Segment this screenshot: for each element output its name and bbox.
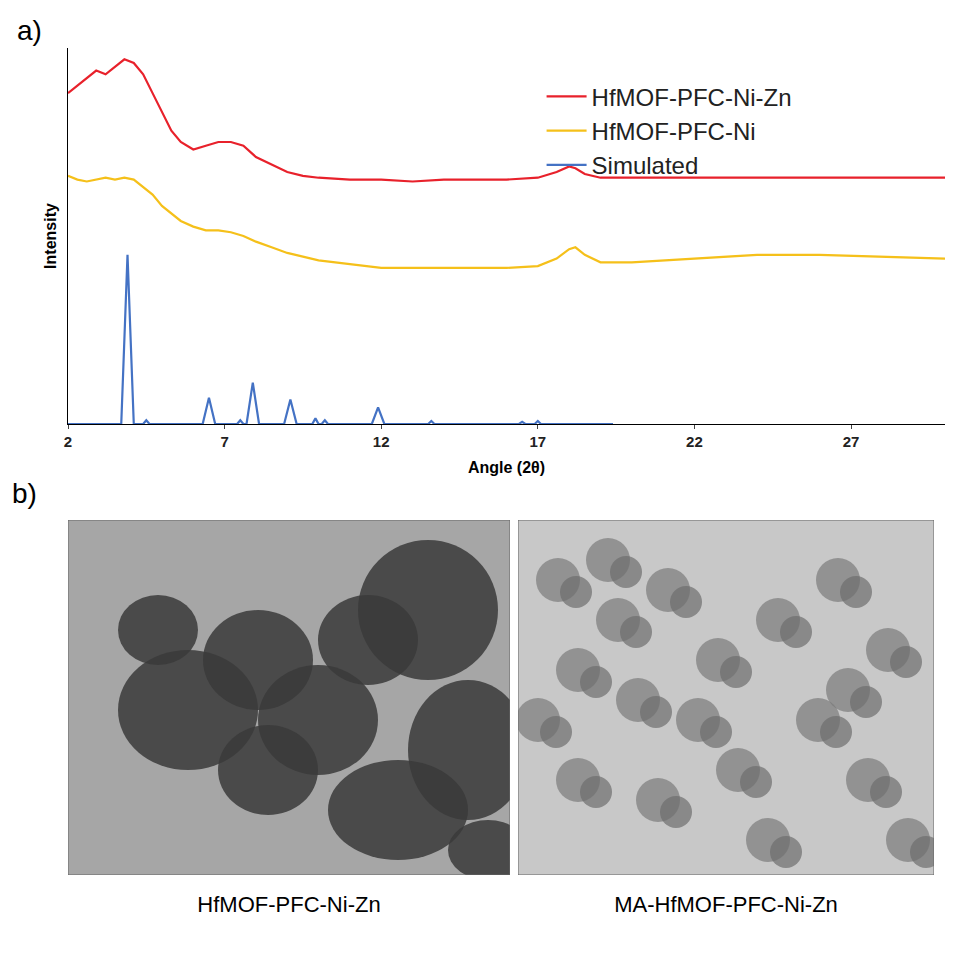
svg-text:a): a) xyxy=(17,15,42,46)
svg-text:Angle (2θ): Angle (2θ) xyxy=(468,459,545,476)
svg-text:17: 17 xyxy=(529,433,546,450)
svg-text:7: 7 xyxy=(220,433,228,450)
svg-text:27: 27 xyxy=(843,433,860,450)
svg-text:Simulated: Simulated xyxy=(592,152,699,179)
svg-text:HfMOF-PFC-Ni-Zn: HfMOF-PFC-Ni-Zn xyxy=(592,84,792,111)
svg-text:HfMOF-PFC-Ni: HfMOF-PFC-Ni xyxy=(592,118,756,145)
svg-text:Intensity: Intensity xyxy=(42,203,59,269)
svg-text:12: 12 xyxy=(373,433,390,450)
svg-text:22: 22 xyxy=(686,433,703,450)
html-text:b): b) xyxy=(12,478,37,509)
svg-text:2: 2 xyxy=(64,433,72,450)
html-text:HfMOF-PFC-Ni-Zn: HfMOF-PFC-Ni-Zn xyxy=(197,892,381,917)
html-text:MA-HfMOF-PFC-Ni-Zn: MA-HfMOF-PFC-Ni-Zn xyxy=(614,892,838,917)
